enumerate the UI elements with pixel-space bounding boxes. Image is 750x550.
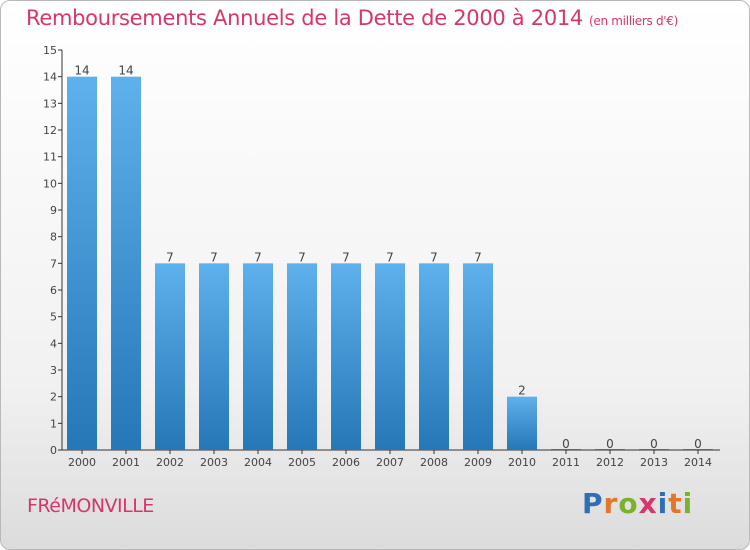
y-tick-label: 2 <box>50 391 57 404</box>
bar <box>375 263 405 450</box>
x-tick-label: 2001 <box>112 456 140 469</box>
bar-value-label: 14 <box>74 64 89 78</box>
chart-title: Remboursements Annuels de la Dette de 20… <box>26 6 678 30</box>
bar <box>331 263 361 450</box>
logo-letter: P <box>582 487 604 520</box>
logo-letter: r <box>603 487 619 520</box>
y-tick-label: 1 <box>50 417 57 430</box>
bar-value-label: 7 <box>342 250 350 264</box>
y-tick-label: 5 <box>50 311 57 324</box>
x-tick-label: 2002 <box>156 456 184 469</box>
bar-value-label: 0 <box>562 437 570 451</box>
x-tick-label: 2005 <box>288 456 316 469</box>
x-tick-label: 2008 <box>420 456 448 469</box>
y-tick-label: 13 <box>43 97 57 110</box>
y-tick-label: 4 <box>50 337 57 350</box>
bar-value-label: 7 <box>430 250 438 264</box>
y-tick-label: 8 <box>50 231 57 244</box>
bar <box>507 396 537 450</box>
chart-title-text: Remboursements Annuels de la Dette de 20… <box>26 6 583 30</box>
y-tick-label: 12 <box>43 124 57 137</box>
logo-letter: t <box>668 487 683 520</box>
bar <box>155 263 185 450</box>
y-tick-label: 3 <box>50 364 57 377</box>
y-tick-label: 14 <box>43 71 57 84</box>
y-tick-label: 11 <box>43 151 57 164</box>
x-tick-label: 2007 <box>376 456 404 469</box>
bar-value-label: 2 <box>518 384 526 398</box>
y-tick-label: 9 <box>50 204 57 217</box>
bar-value-label: 0 <box>606 437 614 451</box>
y-tick-label: 15 <box>43 44 57 57</box>
bar-value-label: 0 <box>694 437 702 451</box>
x-tick-label: 2006 <box>332 456 360 469</box>
proxiti-logo[interactable]: Proxiti <box>582 487 693 520</box>
x-tick-label: 2010 <box>508 456 536 469</box>
bar <box>287 263 317 450</box>
bar <box>111 76 141 451</box>
y-tick-label: 0 <box>50 444 57 457</box>
bar-value-label: 7 <box>474 250 482 264</box>
chart-unit: (en milliers d'€) <box>589 14 679 28</box>
bar-value-label: 14 <box>118 64 133 78</box>
bar <box>67 76 97 451</box>
y-tick-label: 10 <box>43 177 57 190</box>
bar <box>243 263 273 450</box>
x-tick-label: 2012 <box>596 456 624 469</box>
x-tick-label: 2009 <box>464 456 492 469</box>
logo-letter: i <box>682 487 694 520</box>
bar-value-label: 7 <box>210 250 218 264</box>
logo-letter: o <box>618 487 639 520</box>
x-tick-label: 2004 <box>244 456 272 469</box>
bar-value-label: 7 <box>166 250 174 264</box>
x-tick-label: 2011 <box>552 456 580 469</box>
commune-name: FRéMONVILLE <box>27 495 154 517</box>
logo-letter: x <box>638 487 658 520</box>
logo-letter: i <box>657 487 669 520</box>
bar-value-label: 0 <box>650 437 658 451</box>
x-tick-label: 2000 <box>68 456 96 469</box>
bar <box>199 263 229 450</box>
bar-value-label: 7 <box>386 250 394 264</box>
bar <box>419 263 449 450</box>
x-tick-label: 2003 <box>200 456 228 469</box>
y-tick-label: 6 <box>50 284 57 297</box>
x-tick-label: 2013 <box>640 456 668 469</box>
x-tick-label: 2014 <box>684 456 712 469</box>
bar <box>463 263 493 450</box>
y-tick-label: 7 <box>50 257 57 270</box>
bar-value-label: 7 <box>254 250 262 264</box>
bar-value-label: 7 <box>298 250 306 264</box>
